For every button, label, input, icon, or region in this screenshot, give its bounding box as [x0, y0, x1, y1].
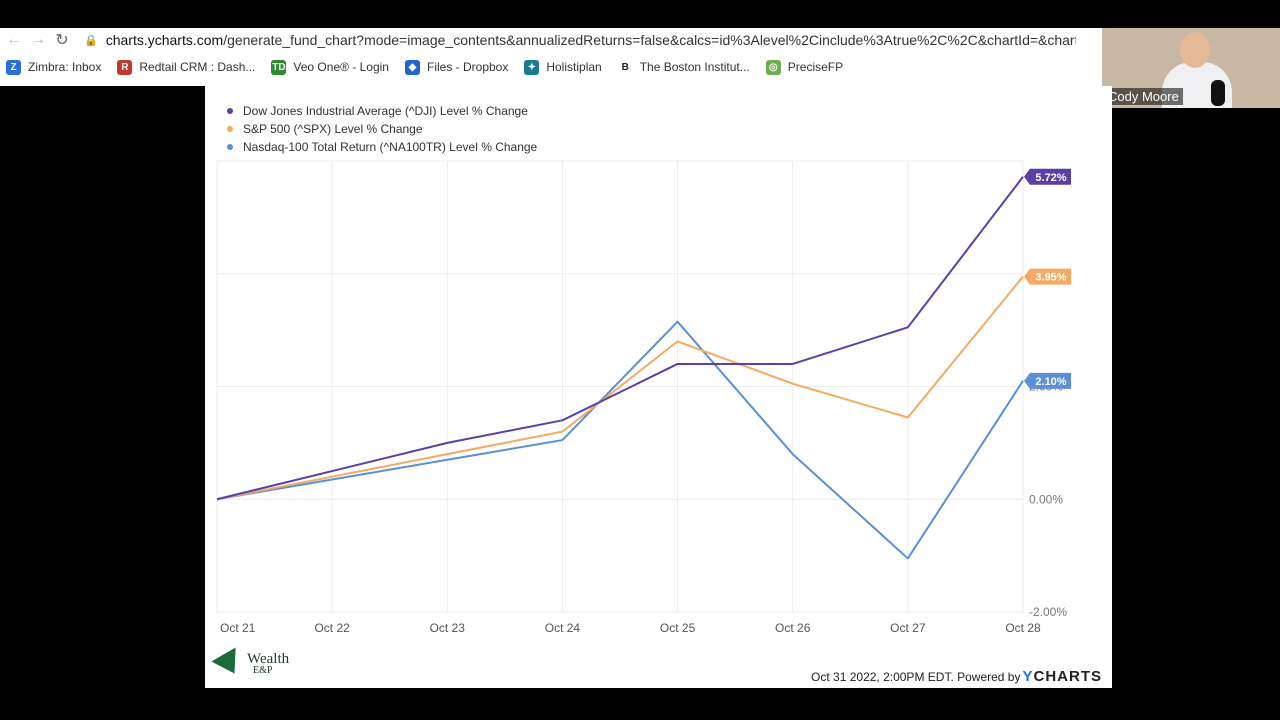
series-line — [216, 275, 1024, 501]
url-bar[interactable]: charts.ycharts.com/generate_fund_chart?m… — [106, 32, 1076, 48]
url-path: /generate_fund_chart?mode=image_contents… — [223, 32, 1076, 48]
legend-dot-icon — [227, 126, 233, 132]
ycharts-logo-rest: CHARTS — [1033, 668, 1102, 685]
legend-dot-icon — [227, 144, 233, 150]
legend-entry[interactable]: Nasdaq-100 Total Return (^NA100TR) Level… — [227, 138, 537, 156]
series-line — [216, 176, 1024, 501]
bookmark-item[interactable]: Z Zimbra: Inbox — [6, 59, 102, 75]
lock-icon[interactable]: 🔒 — [84, 34, 98, 47]
bookmark-label: Holistiplan — [546, 60, 602, 74]
bookmark-icon: R — [117, 59, 133, 75]
series-end-badge — [1024, 168, 1071, 185]
footer-timestamp: Oct 31 2022, 2:00PM EDT. Powered by — [811, 669, 1021, 684]
back-arrow-icon[interactable]: ← — [6, 31, 22, 48]
legend-label: S&P 500 (^SPX) Level % Change — [243, 122, 423, 136]
browser-chrome: ← → ↻ 🔒 charts.ycharts.com/generate_fund… — [0, 28, 1102, 86]
participant-name: Cody Moore — [1104, 88, 1183, 105]
series-end-label: 2.10% — [1035, 376, 1066, 388]
x-tick-label: Oct 27 — [890, 621, 926, 635]
url-host: charts.ycharts.com — [105, 32, 224, 48]
logo-line1: Wealth — [247, 651, 290, 667]
bookmark-label: Zimbra: Inbox — [28, 60, 102, 74]
bookmark-item[interactable]: ◎ PreciseFP — [765, 59, 844, 75]
bookmark-icon: ◆ — [404, 59, 420, 75]
x-tick-label: Oct 25 — [660, 621, 696, 635]
y-tick-label: -2.00% — [1029, 605, 1067, 619]
bookmark-label: PreciseFP — [787, 60, 844, 74]
bookmark-label: Veo One® - Login — [293, 60, 389, 74]
forward-arrow-icon[interactable]: → — [30, 31, 46, 48]
legend-dot-icon — [227, 108, 233, 114]
legend-entry[interactable]: S&P 500 (^SPX) Level % Change — [227, 120, 537, 138]
x-tick-label: Oct 23 — [430, 621, 466, 635]
wealth-logo: Wealth E&P — [211, 647, 290, 681]
bookmark-label: The Boston Institut... — [639, 60, 750, 74]
legend-label: Dow Jones Industrial Average (^DJI) Leve… — [243, 104, 528, 118]
bookmark-icon: TD — [271, 59, 287, 75]
x-tick-label: Oct 26 — [775, 621, 811, 635]
x-tick-label: Oct 21 — [220, 621, 256, 635]
top-black-bar — [0, 0, 1280, 28]
bookmark-item[interactable]: B The Boston Institut... — [617, 59, 750, 75]
bookmark-icon: ◎ — [765, 59, 781, 75]
x-tick-label: Oct 22 — [314, 621, 350, 635]
microphone-icon — [1211, 80, 1225, 106]
series-end-label: 5.72% — [1035, 172, 1066, 184]
address-row: ← → ↻ 🔒 charts.ycharts.com/generate_fund… — [0, 28, 1102, 52]
series-end-label: 3.95% — [1035, 272, 1066, 284]
bookmark-item[interactable]: ◆ Files - Dropbox — [404, 59, 509, 75]
logo-line2: E&P — [253, 665, 273, 676]
x-tick-label: Oct 28 — [1005, 621, 1041, 635]
bookmark-label: Redtail CRM : Dash... — [139, 60, 256, 74]
ycharts-logo-y: Y — [1022, 668, 1034, 685]
logo-mark-icon — [211, 647, 247, 681]
bookmark-icon: Z — [6, 59, 21, 75]
bookmark-item[interactable]: R Redtail CRM : Dash... — [117, 59, 256, 75]
ycharts-logo[interactable]: YCHARTS — [1022, 668, 1102, 685]
bookmark-item[interactable]: ✦ Holistiplan — [524, 59, 602, 75]
video-participant-tile: Cody Moore — [1102, 28, 1280, 108]
bookmark-icon: B — [617, 59, 633, 75]
y-tick-label: 0.00% — [1029, 492, 1063, 506]
legend-entry[interactable]: Dow Jones Industrial Average (^DJI) Leve… — [227, 102, 537, 120]
x-tick-label: Oct 24 — [545, 621, 581, 635]
chart-footer: Oct 31 2022, 2:00PM EDT. Powered by YCHA… — [811, 668, 1102, 685]
bookmark-item[interactable]: TD Veo One® - Login — [271, 59, 389, 75]
chart-legend: Dow Jones Industrial Average (^DJI) Leve… — [227, 102, 537, 156]
participant-head — [1180, 32, 1210, 68]
bookmarks-bar: Z Zimbra: Inbox R Redtail CRM : Dash... TD Ve… — [0, 56, 1102, 78]
series-line — [216, 320, 1024, 560]
series-end-badge — [1024, 268, 1071, 285]
reload-icon[interactable]: ↻ — [55, 32, 69, 49]
bookmark-icon: ✦ — [524, 59, 540, 75]
series-end-badge — [1024, 372, 1071, 389]
legend-label: Nasdaq-100 Total Return (^NA100TR) Level… — [243, 140, 538, 154]
bookmark-label: Files - Dropbox — [426, 60, 509, 74]
